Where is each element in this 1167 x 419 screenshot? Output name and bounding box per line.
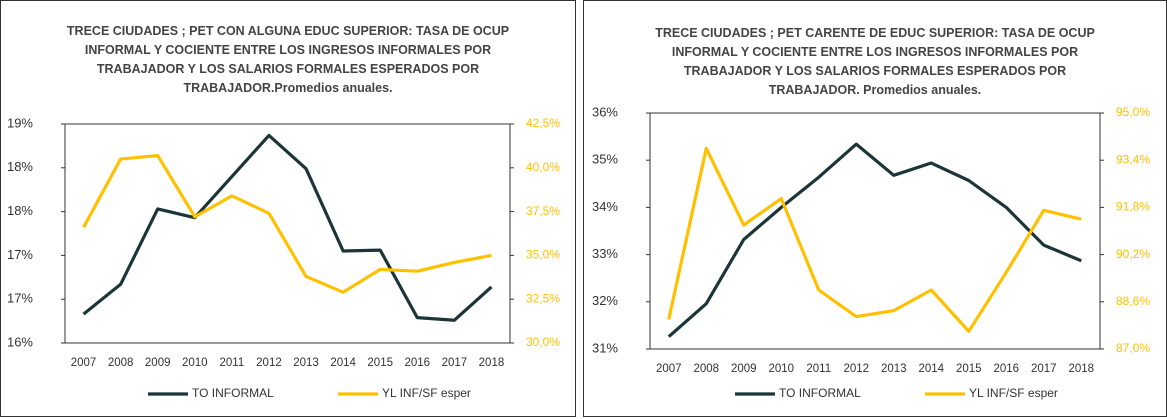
y-tick-label: 18% bbox=[7, 159, 33, 174]
y-tick-label: 17% bbox=[7, 247, 33, 262]
y2-tick-label: 90,2% bbox=[1116, 247, 1150, 261]
y2-tick-label: 40,0% bbox=[526, 160, 560, 174]
y-tick-label: 18% bbox=[7, 203, 33, 218]
y2-tick-label: 30,0% bbox=[526, 335, 560, 349]
x-tick-label: 2010 bbox=[182, 357, 208, 369]
x-tick-label: 2014 bbox=[918, 363, 944, 375]
x-tick-label: 2013 bbox=[881, 363, 907, 375]
y2-tick-label: 91,8% bbox=[1116, 200, 1150, 214]
x-tick-label: 2011 bbox=[220, 357, 245, 369]
y2-tick-label: 37,5% bbox=[526, 204, 560, 218]
y-tick-label: 32% bbox=[592, 293, 618, 308]
x-tick-label: 2012 bbox=[256, 357, 282, 369]
legend-label: TO INFORMAL bbox=[192, 386, 274, 400]
x-tick-label: 2009 bbox=[145, 357, 171, 369]
series-line bbox=[82, 133, 493, 322]
x-tick-label: 2016 bbox=[993, 363, 1019, 375]
y-tick-label: 17% bbox=[7, 291, 33, 306]
y-tick-label: 16% bbox=[7, 334, 33, 349]
series-line bbox=[82, 153, 492, 294]
y-tick-label: 35% bbox=[592, 152, 618, 167]
x-tick-label: 2013 bbox=[293, 357, 319, 369]
plot-area bbox=[64, 123, 511, 344]
y2-tick-label: 87,0% bbox=[1116, 341, 1150, 355]
y2-tick-label: 95,0% bbox=[1116, 105, 1150, 119]
x-tick-label: 2012 bbox=[843, 363, 869, 375]
legend-label: YL INF/SF esper bbox=[382, 386, 471, 400]
series-line bbox=[667, 142, 1082, 338]
x-tick-label: 2008 bbox=[693, 363, 719, 375]
x-tick-label: 2015 bbox=[367, 357, 393, 369]
x-tick-label: 2017 bbox=[442, 357, 468, 369]
y-tick-label: 36% bbox=[592, 104, 618, 119]
x-tick-label: 2014 bbox=[330, 357, 356, 369]
legend-label: TO INFORMAL bbox=[779, 386, 861, 400]
y-tick-label: 19% bbox=[7, 115, 33, 130]
chart-title: TRECE CIUDADES ; PET CARENTE DE EDUC SUP… bbox=[655, 26, 1095, 97]
x-tick-label: 2016 bbox=[404, 357, 430, 369]
y2-tick-label: 32,5% bbox=[526, 291, 560, 305]
y2-tick-label: 42,5% bbox=[526, 116, 560, 130]
x-tick-label: 2011 bbox=[806, 363, 831, 375]
x-tick-label: 2010 bbox=[768, 363, 794, 375]
chart-panel: TRECE CIUDADES ; PET CON ALGUNA EDUC SUP… bbox=[0, 0, 576, 417]
y2-tick-label: 88,6% bbox=[1116, 294, 1150, 308]
y2-tick-label: 35,0% bbox=[526, 248, 560, 262]
x-tick-label: 2017 bbox=[1031, 363, 1057, 375]
plot-area bbox=[649, 112, 1101, 350]
x-tick-label: 2015 bbox=[956, 363, 982, 375]
y2-tick-label: 93,4% bbox=[1116, 152, 1150, 166]
chart: 31% 32% 33% 34% 35% 36% 87,0% 88,6% 90,2% 91,8% 93… bbox=[592, 104, 1150, 400]
y-tick-label: 34% bbox=[592, 199, 618, 214]
chart-panel: TRECE CIUDADES ; PET CARENTE DE EDUC SUP… bbox=[583, 0, 1167, 417]
chart: 16% 17% 17% 18% 18% 19% 30,0% 32,5% 35,0% 37,5% 40… bbox=[7, 115, 560, 400]
y-tick-label: 33% bbox=[592, 246, 618, 261]
y-tick-label: 31% bbox=[592, 340, 618, 355]
legend-label: YL INF/SF esper bbox=[969, 386, 1058, 400]
x-tick-label: 2018 bbox=[479, 357, 505, 369]
chart-title: TRECE CIUDADES ; PET CON ALGUNA EDUC SUP… bbox=[66, 24, 510, 95]
x-tick-label: 2007 bbox=[656, 363, 682, 375]
x-tick-label: 2008 bbox=[108, 357, 134, 369]
x-tick-label: 2018 bbox=[1068, 363, 1094, 375]
x-tick-label: 2007 bbox=[71, 357, 97, 369]
x-tick-label: 2009 bbox=[731, 363, 757, 375]
series-line bbox=[667, 146, 1082, 333]
